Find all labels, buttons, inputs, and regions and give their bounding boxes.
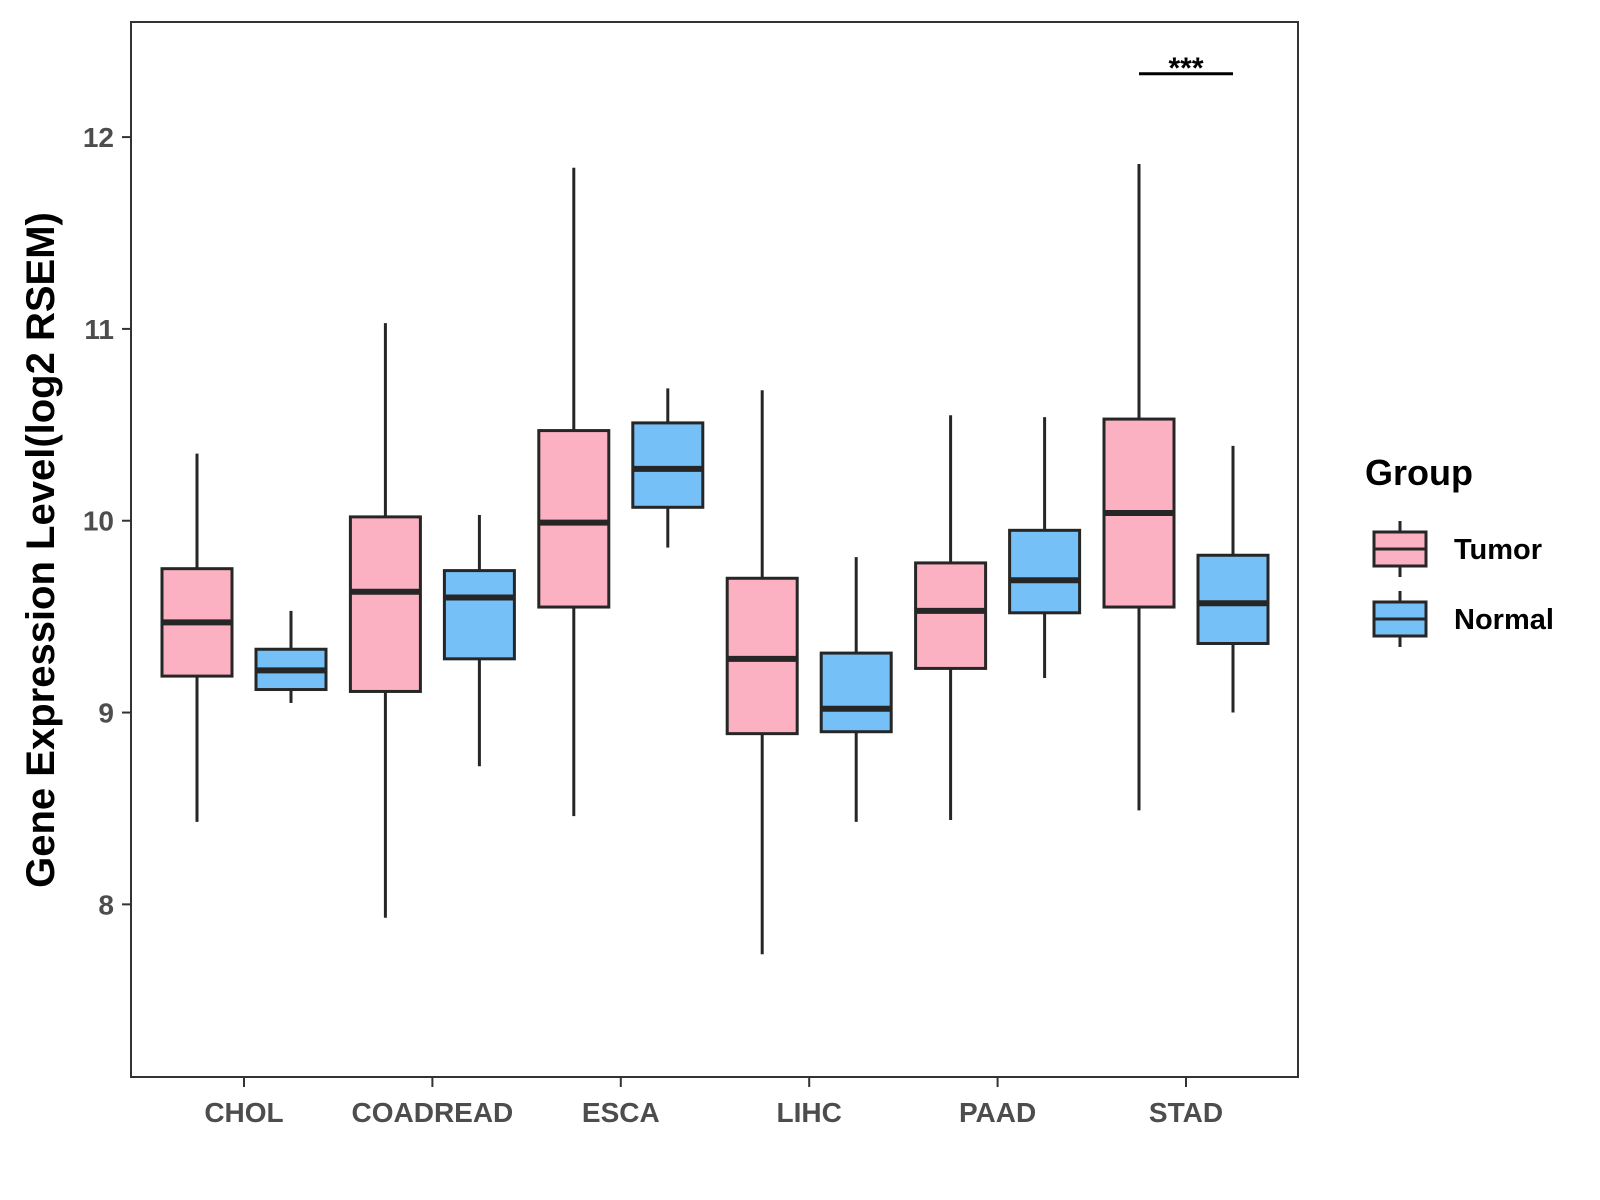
box-normal-stad <box>1196 445 1270 713</box>
box-body <box>442 569 516 661</box>
legend-label-tumor: Tumor <box>1454 534 1542 566</box>
box-body <box>1008 528 1082 615</box>
y-tick-label: 11 <box>84 314 114 345</box>
x-tick-label-stad: STAD <box>1149 1097 1223 1128</box>
box-body <box>348 515 422 693</box>
x-tick-label-lihc: LIHC <box>777 1097 842 1128</box>
box-normal-chol <box>254 610 328 703</box>
x-tick-label-coadread: COADREAD <box>352 1097 514 1128</box>
x-tick-label-esca: ESCA <box>582 1097 660 1128</box>
box-body <box>537 429 611 609</box>
box-tumor-chol <box>160 453 234 822</box>
box-normal-lihc <box>819 557 893 822</box>
legend-key-normal: Normal <box>1372 591 1554 647</box>
significance-label: *** <box>1168 52 1203 85</box>
box-normal-esca <box>631 388 705 548</box>
legend: Group Tumor Normal <box>1365 452 1554 647</box>
y-tick-label: 8 <box>98 889 114 920</box>
legend-title: Group <box>1365 452 1473 493</box>
legend-key-tumor: Tumor <box>1372 521 1542 577</box>
box-body <box>631 421 705 509</box>
y-axis-title: Gene Expression Level(log2 RSEM) <box>19 212 63 888</box>
box-normal-paad <box>1008 417 1082 679</box>
x-tick-label-paad: PAAD <box>959 1097 1036 1128</box>
box-body <box>819 651 893 734</box>
chart-marks: *** <box>160 52 1270 955</box>
legend-label-normal: Normal <box>1454 604 1554 636</box>
box-tumor-paad <box>914 415 988 820</box>
y-tick-label: 12 <box>83 122 114 153</box>
plot-panel-border <box>130 21 1299 1078</box>
box-body <box>914 561 988 670</box>
box-tumor-coadread <box>348 323 422 918</box>
x-tick-label-chol: CHOL <box>204 1097 283 1128</box>
box-tumor-lihc <box>725 390 799 955</box>
axes: 8 9 10 11 12 CHOL COADREAD ESCA LIHC PAAD STAD <box>83 122 1223 1128</box>
y-tick-label: 10 <box>83 506 114 537</box>
y-tick-label: 9 <box>98 698 114 729</box>
box-normal-coadread <box>442 514 516 767</box>
box-tumor-stad <box>1102 163 1176 811</box>
box-body <box>1196 553 1270 645</box>
box-tumor-esca <box>537 167 611 817</box>
